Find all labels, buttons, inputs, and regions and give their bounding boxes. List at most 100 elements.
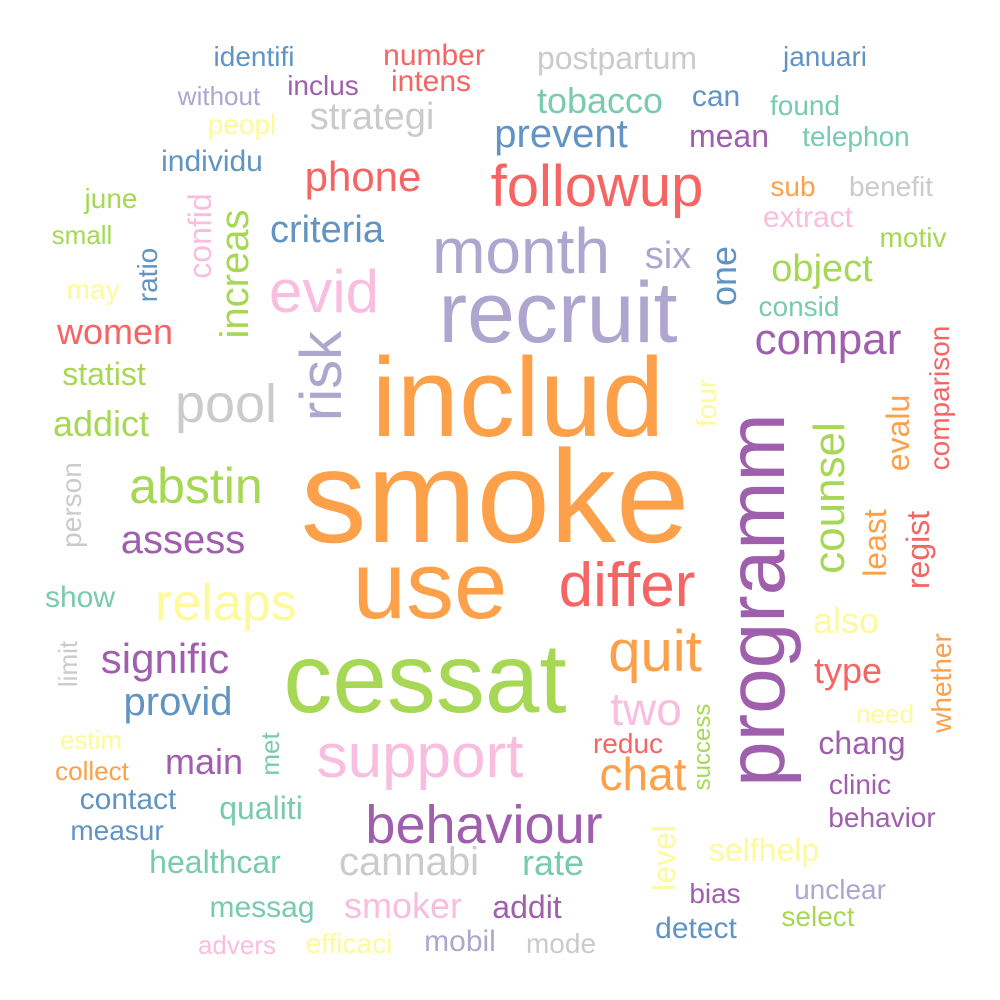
word-advers: advers <box>197 930 277 960</box>
word-postpartum: postpartum <box>536 40 698 76</box>
word-efficaci: efficaci <box>305 928 393 959</box>
word-followup: followup <box>490 154 704 219</box>
word-benefit: benefit <box>848 171 934 202</box>
word-without: without <box>177 81 261 111</box>
word-identifi: identifi <box>213 41 295 72</box>
word-women: women <box>56 311 174 352</box>
word-estim: estim <box>59 725 123 755</box>
word-addict: addict <box>52 403 150 444</box>
word-ratio: ratio <box>132 247 163 303</box>
word-provid: provid <box>123 680 233 724</box>
word-counsel: counsel <box>805 422 854 574</box>
word-measur: measur <box>70 815 164 846</box>
word-addit: addit <box>492 889 562 925</box>
word-januari: januari <box>782 41 868 72</box>
word-reduc: reduc <box>592 728 664 759</box>
word-pool: pool <box>174 374 278 434</box>
word-statist: statist <box>62 356 146 392</box>
word-phone: phone <box>304 153 422 200</box>
word-includ: includ <box>371 335 665 460</box>
word-small: small <box>51 220 113 250</box>
word-number: number <box>383 39 485 72</box>
word-cannabi: cannabi <box>338 840 480 884</box>
word-can: can <box>691 80 741 113</box>
word-compar: compar <box>754 315 902 364</box>
word-qualiti: qualiti <box>219 790 303 826</box>
word-met: met <box>255 732 285 776</box>
word-criteria: criteria <box>269 209 385 251</box>
word-behaviour: behaviour <box>365 795 603 855</box>
word-also: also <box>812 600 880 641</box>
word-found: found <box>769 90 841 121</box>
word-healthcar: healthcar <box>149 844 281 880</box>
word-june: june <box>84 183 138 214</box>
word-extract: extract <box>762 201 854 234</box>
word-selfhelp: selfhelp <box>708 832 820 868</box>
word-relaps: relaps <box>155 574 297 632</box>
word-smoke: smoke <box>300 423 690 570</box>
word-consid: consid <box>758 291 840 322</box>
word-limit: limit <box>53 640 83 688</box>
word-mobil: mobil <box>424 925 496 958</box>
word-may: may <box>66 274 120 305</box>
word-peopl: peopl <box>207 109 277 140</box>
word-mean: mean <box>688 118 770 154</box>
word-detect: detect <box>655 912 737 945</box>
word-tobacco: tobacco <box>536 80 664 121</box>
word-month: month <box>432 215 610 287</box>
word-contact: contact <box>79 783 177 816</box>
word-comparison: comparison <box>924 325 955 471</box>
word-signific: signific <box>100 635 230 682</box>
word-assess: assess <box>120 518 246 562</box>
word-prevent: prevent <box>494 112 628 156</box>
word-quit: quit <box>608 619 702 684</box>
word-differ: differ <box>558 551 696 620</box>
word-person: person <box>56 462 87 548</box>
word-success: success <box>689 703 716 791</box>
word-individu: individu <box>161 145 263 178</box>
word-chat: chat <box>599 748 687 800</box>
word-six: six <box>644 235 692 277</box>
word-evid: evid <box>268 258 380 325</box>
word-programm: programm <box>711 413 802 787</box>
word-bias: bias <box>689 878 741 909</box>
word-sub: sub <box>770 171 816 202</box>
word-need: need <box>856 699 914 729</box>
word-select: select <box>781 901 855 932</box>
word-one: one <box>703 245 744 307</box>
word-whether: whether <box>926 633 957 733</box>
word-four: four <box>691 378 722 428</box>
word-risk: risk <box>289 330 354 422</box>
word-smoker: smoker <box>343 885 463 926</box>
word-two: two <box>610 683 682 735</box>
word-inclus: inclus <box>287 70 359 101</box>
word-strategi: strategi <box>309 96 435 138</box>
word-type: type <box>813 650 883 691</box>
word-object: object <box>771 248 873 290</box>
word-clinic: clinic <box>828 769 892 800</box>
word-increas: increas <box>213 209 257 339</box>
word-evalu: evalu <box>880 394 916 472</box>
word-mode: mode <box>525 928 597 959</box>
word-messag: messag <box>209 891 315 924</box>
word-main: main <box>164 741 244 782</box>
word-regist: regist <box>900 510 936 590</box>
word-show: show <box>44 581 116 614</box>
word-motiv: motiv <box>879 222 947 253</box>
word-unclear: unclear <box>794 874 886 905</box>
word-recruit: recruit <box>438 265 678 361</box>
word-chang: chang <box>818 725 906 761</box>
word-abstin: abstin <box>129 458 263 514</box>
word-level: level <box>646 825 682 891</box>
word-use: use <box>352 532 508 639</box>
word-rate: rate <box>521 842 585 883</box>
word-behavior: behavior <box>828 802 936 833</box>
word-least: least <box>857 509 893 577</box>
word-collect: collect <box>55 756 129 786</box>
word-cessat: cessat <box>283 623 567 733</box>
word-intens: intens <box>390 65 472 98</box>
word-support: support <box>316 722 524 791</box>
word-telephon: telephon <box>802 121 910 152</box>
word-confid: confid <box>182 193 218 279</box>
